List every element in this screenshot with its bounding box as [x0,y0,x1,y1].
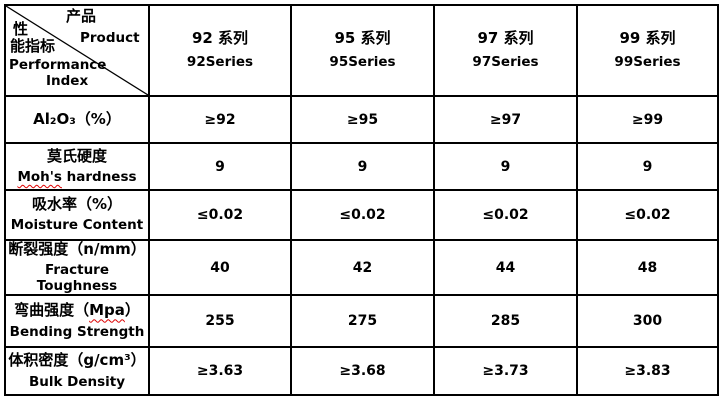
cell-fracture-97: 44 [433,238,578,297]
row-label-zh: 吸水率（%） [31,195,123,214]
product-spec-table: 产品 Product 性 能指标 Performance Index 92 系列… [4,4,719,397]
cell-moisture-97: ≤0.02 [433,189,578,241]
table-row-al2o3: Al₂O₃（%） ≥92 ≥95 ≥97 ≥99 [4,95,719,144]
column-header-97-series: 97 系列 97Series [433,4,578,97]
row-label-en: Bending Strength [9,323,145,340]
column-header-en: 92Series [186,54,254,71]
row-label-zh: 体积密度（g/cm³） [8,351,146,370]
row-label-zh-post: ） [124,301,140,320]
cell-moisture-92: ≤0.02 [148,189,292,241]
header-row: 产品 Product 性 能指标 Performance Index 92 系列… [4,4,719,97]
column-header-zh: 95 系列 [334,29,391,48]
cell-fracture-99: 48 [576,238,719,297]
corner-index-label-en-line1: Performance [9,57,107,73]
corner-index-label-zh-line2: 能指标 [10,37,56,55]
row-label-zh: 莫氏硬度 [46,146,107,165]
cell-bending-97: 285 [433,294,578,349]
column-header-92-series: 92 系列 92Series [148,4,292,97]
row-label-en-rest: hardness [61,168,137,185]
cell-moisture-95: ≤0.02 [290,189,435,241]
cell-fracture-92: 40 [148,238,292,297]
column-header-95-series: 95 系列 95Series [290,4,435,97]
row-label-moisture-content: 吸水率（%） Moisture Content [4,189,150,241]
cell-al2o3-95: ≥95 [290,95,435,144]
column-header-zh: 97 系列 [477,29,534,48]
cell-hardness-99: 9 [576,142,719,191]
cell-bending-95: 275 [290,294,435,349]
column-header-en: 99Series [614,54,681,71]
cell-hardness-95: 9 [290,142,435,191]
cell-bending-99: 300 [576,294,719,349]
cell-fracture-95: 42 [290,238,435,297]
row-label-en: Moh's hardness [7,168,147,186]
cell-bending-92: 255 [148,294,292,349]
column-header-zh: 92 系列 [191,29,249,48]
misspelled-word: Moh's [17,168,62,185]
row-label-zh: 弯曲强度（Mpa） [7,301,147,320]
cell-hardness-92: 9 [148,142,292,191]
cell-density-95: ≥3.68 [290,346,435,397]
cell-hardness-97: 9 [433,142,578,191]
row-label-al2o3: Al₂O₃（%） [4,95,150,144]
corner-product-label-zh: 产品 [66,7,97,25]
cell-al2o3-92: ≥92 [148,95,292,144]
corner-header-cell: 产品 Product 性 能指标 Performance Index [4,4,150,97]
cell-density-92: ≥3.63 [148,346,292,397]
misspelled-word: Mpa [89,301,125,320]
cell-al2o3-97: ≥97 [433,95,578,144]
column-header-en: 97Series [472,54,539,71]
column-header-en: 95Series [329,54,396,71]
cell-al2o3-99: ≥99 [576,95,719,144]
table-row-moisture-content: 吸水率（%） Moisture Content ≤0.02 ≤0.02 ≤0.0… [4,189,719,241]
diagonal-divider-line [7,7,147,94]
column-header-99-series: 99 系列 99Series [576,4,719,97]
row-label-en: Moisture Content [10,217,144,234]
cell-moisture-99: ≤0.02 [576,189,719,241]
row-label-mohs-hardness: 莫氏硬度 Moh's hardness [4,142,150,191]
corner-index-label-en-line2: Index [46,73,89,89]
table-row-fracture-toughness: 断裂强度（n/mm） Fracture Toughness 40 42 44 4… [4,238,719,297]
row-label-bending-strength: 弯曲强度（Mpa） Bending Strength [4,294,150,349]
corner-index-label-zh-line1: 性 [13,20,29,38]
table-row-bulk-density: 体积密度（g/cm³） Bulk Density ≥3.63 ≥3.68 ≥3.… [4,346,719,397]
column-header-zh: 99 系列 [619,29,676,48]
corner-product-label-en: Product [80,30,140,46]
row-label-zh: Al₂O₃（%） [33,109,121,128]
row-label-en: Fracture Toughness [36,262,118,294]
row-label-fracture-toughness: 断裂强度（n/mm） Fracture Toughness [4,238,150,297]
cell-density-99: ≥3.83 [576,346,719,397]
table-row-bending-strength: 弯曲强度（Mpa） Bending Strength 255 275 285 3… [4,294,719,349]
row-label-bulk-density: 体积密度（g/cm³） Bulk Density [4,346,150,397]
row-label-zh-pre: 弯曲强度（ [14,301,90,320]
page: 产品 Product 性 能指标 Performance Index 92 系列… [0,4,722,400]
table-row-mohs-hardness: 莫氏硬度 Moh's hardness 9 9 9 9 [4,142,719,191]
row-label-en: Bulk Density [28,373,126,390]
row-label-zh: 断裂强度（n/mm） [8,240,146,258]
cell-density-97: ≥3.73 [433,346,578,397]
